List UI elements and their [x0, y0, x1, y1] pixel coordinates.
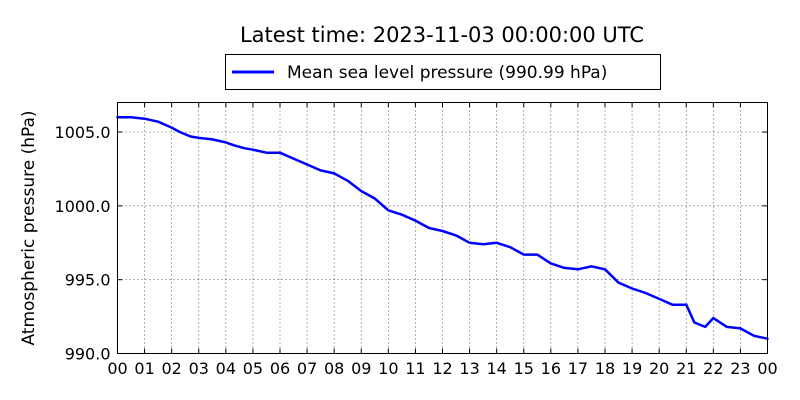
x-tick-label: 17: [568, 359, 588, 378]
x-tick-label: 22: [703, 359, 723, 378]
legend: Mean sea level pressure (990.99 hPa): [225, 54, 661, 90]
y-tick-label: 1000.0: [55, 197, 111, 216]
x-tick-label: 07: [297, 359, 317, 378]
x-tick-label: 19: [622, 359, 642, 378]
x-tick-label: 00: [107, 359, 127, 378]
x-tick-label: 21: [676, 359, 696, 378]
x-tick-label: 10: [378, 359, 398, 378]
x-tick-label: 15: [514, 359, 534, 378]
grid: [117, 102, 768, 354]
y-tick-labels: 990.0 995.0 1000.0 1005.0: [55, 123, 111, 363]
x-tick-label: 12: [432, 359, 452, 378]
x-tick-label: 09: [351, 359, 371, 378]
x-tick-labels: 00 01 02 03 04 05 06 07 08 09 10 11 12 13 14 15 16 17 18 19…: [107, 359, 777, 378]
ticks: [117, 102, 768, 354]
y-tick-label: 1005.0: [55, 123, 111, 142]
x-tick-label: 04: [216, 359, 236, 378]
x-tick-label: 03: [189, 359, 209, 378]
x-tick-label: 13: [459, 359, 479, 378]
x-tick-label: 01: [134, 359, 154, 378]
series-layer: [116, 116, 769, 340]
x-tick-label: 14: [486, 359, 506, 378]
legend-label: Mean sea level pressure (990.99 hPa): [287, 63, 607, 83]
x-tick-label: 06: [270, 359, 290, 378]
chart-title: Latest time: 2023-11-03 00:00:00 UTC: [240, 23, 644, 47]
y-tick-label: 990.0: [65, 345, 111, 364]
x-tick-label: 02: [161, 359, 181, 378]
x-tick-label: 23: [730, 359, 750, 378]
y-tick-label: 995.0: [65, 271, 111, 290]
x-tick-label: 08: [324, 359, 344, 378]
x-tick-label: 18: [595, 359, 615, 378]
plot-area: [116, 102, 769, 354]
x-tick-label: 20: [649, 359, 669, 378]
series-line-mean-sea-level-pressure: [116, 116, 769, 340]
x-tick-label: 16: [541, 359, 561, 378]
legend-box: [225, 54, 661, 90]
x-tick-label: 11: [405, 359, 425, 378]
x-tick-label: 05: [243, 359, 263, 378]
x-tick-label: 00: [757, 359, 777, 378]
y-axis-label: Atmospheric pressure (hPa): [19, 110, 39, 345]
